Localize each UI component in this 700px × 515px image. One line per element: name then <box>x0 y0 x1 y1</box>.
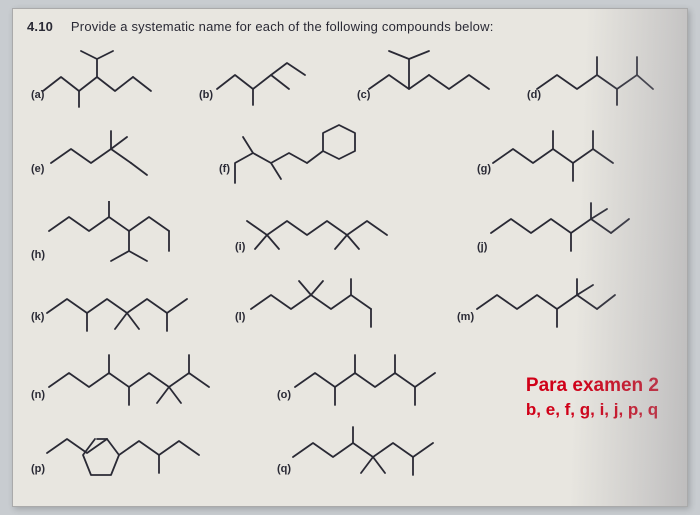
label-g: (g) <box>477 163 491 175</box>
structure-e <box>27 123 177 193</box>
compound-n: (n) <box>27 347 227 417</box>
label-h: (h) <box>31 249 45 261</box>
label-f: (f) <box>219 163 230 175</box>
structure-m <box>453 277 633 341</box>
exam-note-line2: b, e, f, g, i, j, p, q <box>526 399 659 422</box>
structure-q <box>273 421 453 491</box>
problem-header: 4.10 Provide a systematic name for each … <box>13 9 687 40</box>
compound-d: (d) <box>523 45 663 115</box>
compound-g: (g) <box>473 123 633 193</box>
compound-k: (k) <box>27 277 207 341</box>
compound-c: (c) <box>353 45 503 115</box>
label-k: (k) <box>31 311 44 323</box>
compound-h: (h) <box>27 201 207 275</box>
structure-k <box>27 277 207 341</box>
structure-c <box>353 45 503 115</box>
label-q: (q) <box>277 463 291 475</box>
exam-note: Para examen 2 b, e, f, g, i, j, p, q <box>526 373 659 422</box>
structure-j <box>473 201 643 271</box>
compound-i: (i) <box>231 201 401 271</box>
structure-l <box>231 277 401 341</box>
compound-j: (j) <box>473 201 643 271</box>
structure-b <box>195 45 335 115</box>
label-a: (a) <box>31 89 44 101</box>
label-o: (o) <box>277 389 291 401</box>
worksheet-page: 4.10 Provide a systematic name for each … <box>12 8 688 507</box>
label-i: (i) <box>235 241 245 253</box>
label-l: (l) <box>235 311 245 323</box>
exam-note-line1: Para examen 2 <box>526 373 659 399</box>
structure-a <box>27 45 177 115</box>
structures-grid: (a) (b) (c) <box>13 45 687 506</box>
structure-i <box>231 201 401 271</box>
compound-q: (q) <box>273 421 453 491</box>
compound-a: (a) <box>27 45 177 115</box>
label-d: (d) <box>527 89 541 101</box>
problem-instruction: Provide a systematic name for each of th… <box>71 19 494 34</box>
label-b: (b) <box>199 89 213 101</box>
label-n: (n) <box>31 389 45 401</box>
structure-g <box>473 123 633 193</box>
label-c: (c) <box>357 89 370 101</box>
structure-n <box>27 347 227 417</box>
label-j: (j) <box>477 241 487 253</box>
compound-p: (p) <box>27 421 227 495</box>
compound-l: (l) <box>231 277 401 341</box>
compound-b: (b) <box>195 45 335 115</box>
compound-f: (f) <box>195 123 365 199</box>
label-m: (m) <box>457 311 474 323</box>
label-e: (e) <box>31 163 44 175</box>
label-p: (p) <box>31 463 45 475</box>
compound-e: (e) <box>27 123 177 193</box>
structure-h <box>27 201 207 275</box>
compound-o: (o) <box>273 347 453 417</box>
structure-o <box>273 347 453 417</box>
structure-d <box>523 45 663 115</box>
structure-p <box>27 421 227 495</box>
problem-number: 4.10 <box>27 19 53 34</box>
structure-f <box>195 123 365 199</box>
compound-m: (m) <box>453 277 633 341</box>
